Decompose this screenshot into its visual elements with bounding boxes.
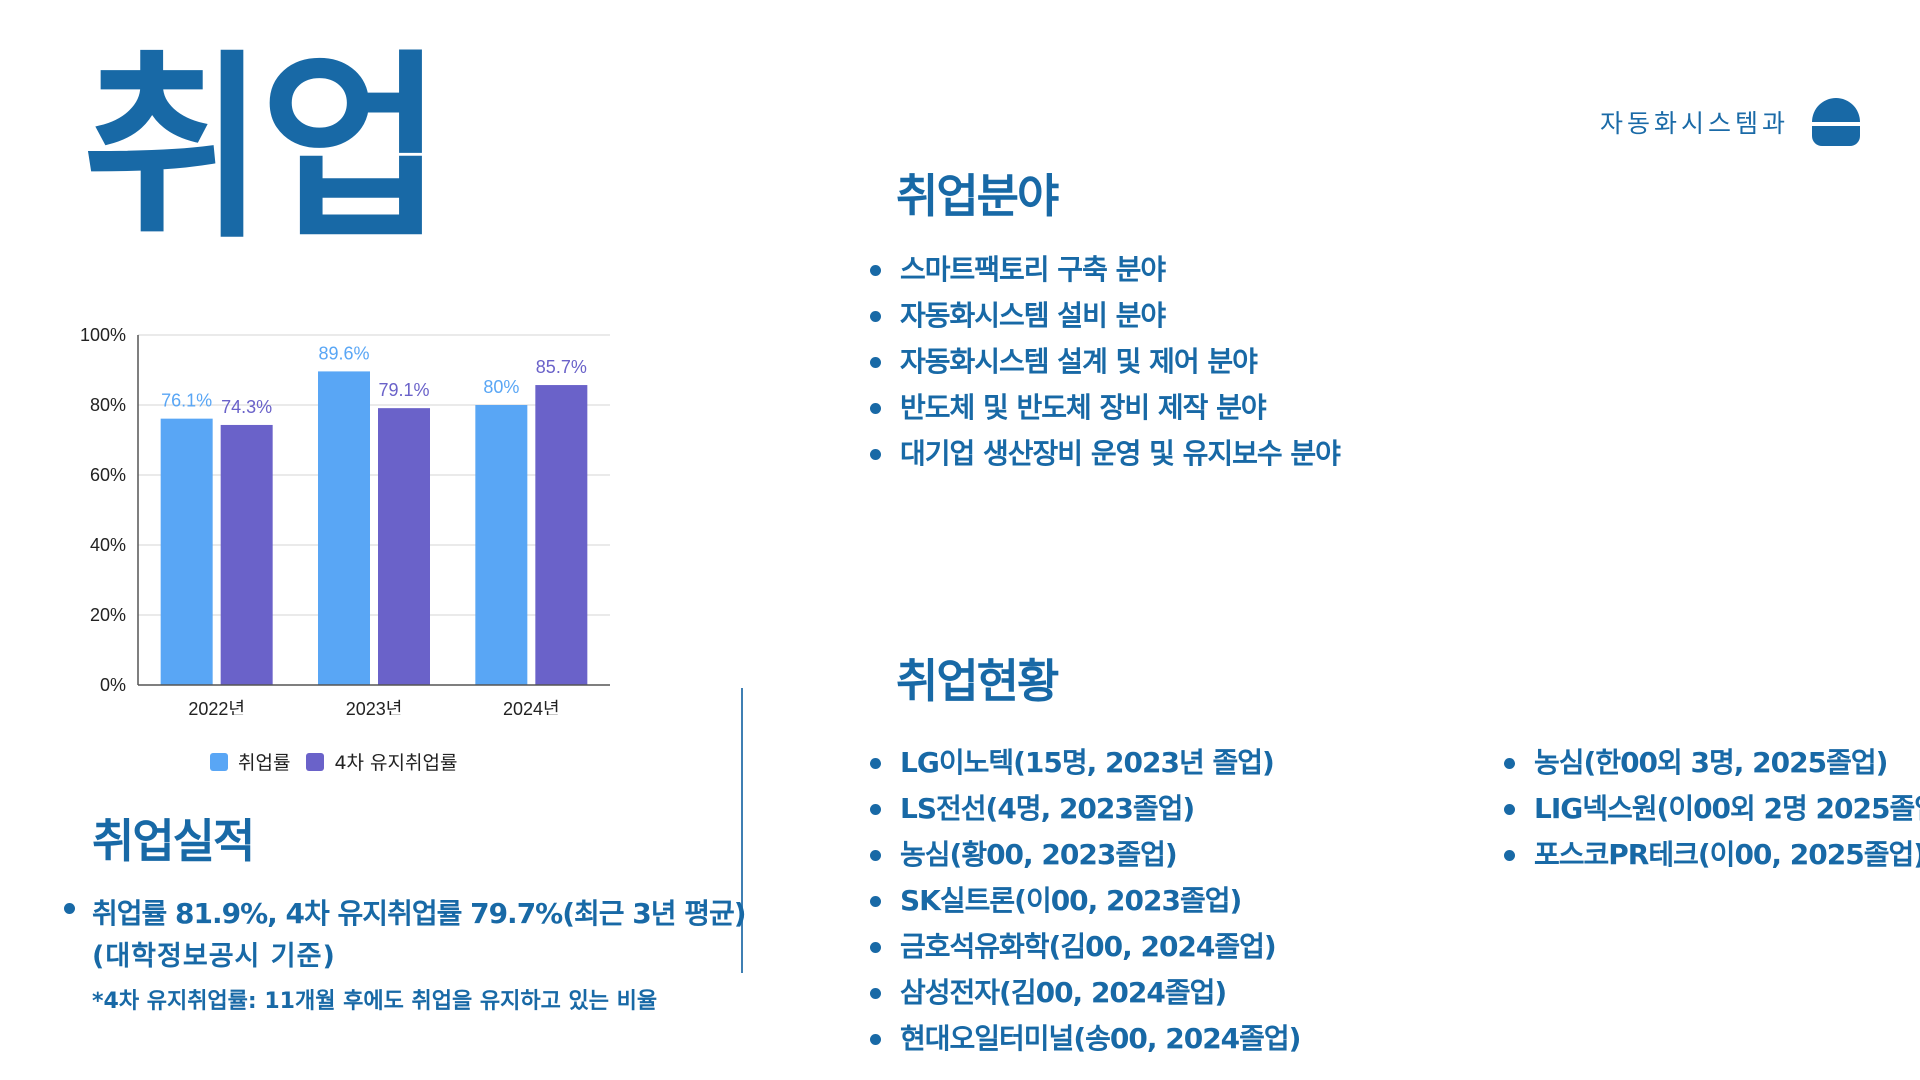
performance-summary: 취업률 81.9%, 4차 유지취업률 79.7%(최근 3년 평균): [92, 897, 747, 930]
data-label: 74.3%: [221, 397, 272, 417]
list-item: LS전선(4명, 2023졸업): [870, 786, 1300, 832]
bullet: [64, 903, 75, 914]
data-label: 76.1%: [161, 391, 212, 411]
legend-swatch: [210, 752, 228, 771]
status-title: 취업현황: [896, 654, 1059, 708]
bar: [318, 371, 370, 685]
performance-title: 취업실적: [92, 814, 255, 868]
fields-list: 스마트팩토리 구축 분야 자동화시스템 설비 분야 자동화시스템 설계 및 제어…: [870, 247, 1341, 477]
data-label: 85.7%: [536, 357, 587, 377]
y-tick-label: 80%: [90, 395, 126, 415]
legend-swatch: [306, 752, 325, 771]
data-label: 80%: [483, 377, 519, 397]
fields-title: 취업분야: [896, 169, 1059, 223]
x-tick-label: 2024년: [503, 699, 560, 715]
bar: [475, 405, 528, 685]
person-icon: [1812, 98, 1860, 146]
bar: [160, 418, 213, 685]
performance-note: *4차 유지취업률: 11개월 후에도 취업을 유지하고 있는 비율: [92, 989, 658, 1014]
y-tick-label: 40%: [90, 535, 126, 555]
legend-label: 4차 유지취업률: [334, 752, 458, 774]
y-tick-label: 60%: [90, 465, 126, 485]
chart-legend: 취업률 4차 유지취업률: [210, 748, 457, 775]
list-item: 현대오일터미널(송00, 2024졸업): [870, 1016, 1301, 1062]
performance-source: (대학정보공시 기준): [92, 941, 336, 972]
list-item: 대기업 생산장비 운영 및 유지보수 분야: [870, 431, 1341, 477]
list-item: SK실트론(이00, 2023졸업): [870, 878, 1300, 924]
y-tick-label: 20%: [90, 605, 126, 625]
bar: [378, 408, 430, 685]
list-item: 스마트팩토리 구축 분야: [870, 247, 1340, 293]
x-tick-label: 2023년: [346, 699, 403, 715]
legend-label: 취업률: [238, 752, 291, 774]
list-item: 농심(황00, 2023졸업): [870, 832, 1300, 878]
list-item: 금호석유화학(김00, 2024졸업): [870, 924, 1300, 970]
y-tick-label: 0%: [100, 675, 126, 695]
list-item: LIG넥스원(이00외 2명 2025졸업): [1504, 786, 1920, 832]
list-item: 삼성전자(김00, 2024졸업): [870, 970, 1300, 1016]
page-title: 취업: [82, 33, 444, 266]
divider: [741, 688, 743, 973]
bar: [220, 424, 273, 685]
y-tick-label: 100%: [80, 325, 126, 345]
list-item: 자동화시스템 설계 및 제어 분야: [870, 339, 1340, 385]
list-item: 자동화시스템 설비 분야: [870, 293, 1340, 339]
status-list-left: LG이노텍(15명, 2023년 졸업) LS전선(4명, 2023졸업) 농심…: [870, 740, 1301, 1062]
list-item: 포스코PR테크(이00, 2025졸업): [1504, 832, 1920, 878]
list-item: 반도체 및 반도체 장비 제작 분야: [870, 385, 1340, 431]
data-label: 89.6%: [318, 343, 369, 363]
status-list-right: 농심(한00외 3명, 2025졸업) LIG넥스원(이00외 2명 2025졸…: [1504, 740, 1920, 878]
employment-rate-chart: 76.1% 74.3% 89.6% 79.1% 80% 85.7% 0% 20% 40% 60%…: [80, 325, 610, 715]
data-label: 79.1%: [378, 380, 429, 400]
x-tick-label: 2022년: [188, 699, 245, 715]
bar: [535, 385, 588, 685]
department-name: 자동화시스템과: [1600, 109, 1790, 138]
list-item: 농심(한00외 3명, 2025졸업): [1504, 740, 1920, 786]
list-item: LG이노텍(15명, 2023년 졸업): [870, 740, 1300, 786]
